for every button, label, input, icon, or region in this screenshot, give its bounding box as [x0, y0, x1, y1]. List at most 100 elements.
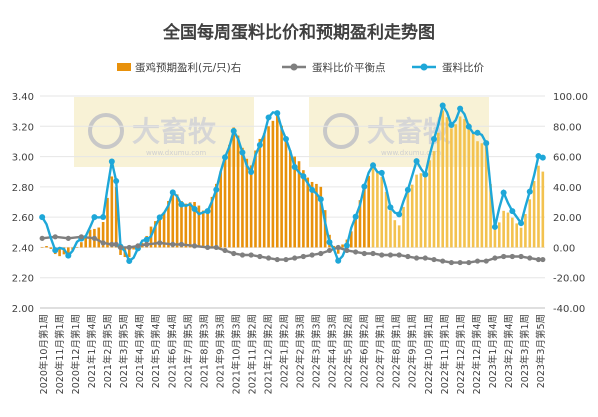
point-balance [405, 253, 411, 260]
point-egg-feed-ratio [222, 154, 229, 161]
bar-profit [506, 212, 510, 248]
legend-label-balance: 蛋料比价平衡点 [312, 61, 386, 74]
point-balance [387, 252, 394, 258]
bar-profit [206, 211, 209, 248]
point-balance [191, 243, 198, 249]
point-egg-feed-ratio [422, 171, 429, 178]
bar-profit [228, 144, 231, 248]
bar-profit [158, 218, 162, 248]
y-right-tick-label: 40.00 [553, 183, 582, 194]
bar-profit [289, 150, 292, 248]
bar-profit [376, 172, 379, 248]
bar-profit [402, 206, 405, 248]
bar-profit [332, 245, 336, 248]
y-right-tick-label: 60.00 [553, 153, 582, 164]
point-balance [474, 258, 481, 264]
point-egg-feed-ratio [191, 206, 198, 212]
point-balance [326, 247, 333, 254]
bar-profit [40, 247, 44, 248]
point-egg-feed-ratio [539, 154, 546, 161]
point-egg-feed-ratio [113, 178, 120, 185]
bar-profit [167, 200, 170, 248]
bar-profit [371, 167, 375, 248]
point-egg-feed-ratio [448, 122, 455, 129]
point-balance [170, 241, 176, 247]
point-balance [113, 241, 119, 247]
point-egg-feed-ratio [248, 168, 255, 175]
bar-profit [114, 187, 118, 248]
y-left-tick-label: 2.00 [12, 304, 34, 315]
bar-profit [275, 114, 279, 248]
point-balance [265, 255, 272, 261]
bar-profit [75, 247, 79, 248]
legend-marker-ratio [420, 63, 428, 71]
bar-profit [471, 132, 475, 248]
bar-profit [297, 161, 301, 248]
x-tick-label: 2022年10月第1周 [423, 314, 435, 394]
bar-profit [154, 221, 157, 248]
point-balance [239, 252, 246, 258]
bar-profit [180, 201, 183, 248]
bar-profit [354, 218, 357, 248]
point-balance [466, 259, 472, 266]
bar-profit [245, 158, 249, 248]
point-egg-feed-ratio [204, 208, 211, 215]
y-right-tick-label: 0.00 [553, 243, 575, 254]
point-egg-feed-ratio [291, 163, 298, 170]
bar-profit [336, 247, 340, 254]
point-balance [413, 255, 420, 261]
point-balance [78, 234, 84, 240]
x-tick-label: 2021年3月第5周 [118, 314, 130, 388]
bar-profit [254, 150, 257, 248]
point-egg-feed-ratio [343, 242, 350, 249]
x-tick-label: 2022年3月第3周 [311, 314, 323, 388]
bar-profit [393, 220, 397, 248]
bar-profit [541, 171, 545, 248]
bar-profit [232, 127, 236, 248]
bar-profit [49, 247, 53, 249]
bar-profit [463, 118, 466, 248]
bar-profit [423, 171, 427, 248]
bar-profit [480, 143, 484, 248]
point-egg-feed-ratio [378, 169, 385, 176]
bar-profit [397, 225, 401, 248]
point-balance [39, 235, 45, 241]
point-egg-feed-ratio [317, 196, 324, 203]
bar-profit [384, 191, 388, 248]
bar-profit [489, 184, 492, 248]
bar-profit [310, 181, 314, 248]
bar-profit [267, 126, 270, 248]
watermark-logo-icon [323, 113, 359, 149]
bar-profit [262, 133, 266, 248]
bar-profit [193, 202, 196, 248]
y-left-tick-label: 2.40 [12, 243, 34, 254]
bar-profit [484, 142, 488, 248]
bar-profit [201, 210, 205, 248]
bar-profit [132, 247, 135, 250]
bar-profit [410, 184, 414, 248]
x-tick-label: 2022年4月第3周 [327, 314, 339, 388]
legend-label-ratio: 蛋料比价 [442, 61, 484, 74]
bar-profit [358, 200, 362, 248]
point-egg-feed-ratio [65, 252, 72, 259]
x-tick-label: 2022年1月第2周 [279, 314, 291, 388]
watermark-url: www.dxumu.com [146, 149, 206, 157]
bar-profit [58, 247, 61, 257]
y-right-tick-label: 100.00 [553, 92, 588, 103]
point-egg-feed-ratio [100, 214, 107, 221]
bar-profit [119, 247, 122, 255]
bar-profit [467, 123, 471, 248]
point-balance [135, 243, 141, 249]
legend-label-bar: 蛋鸡预期盈利(元/只)右 [135, 61, 241, 74]
point-balance [91, 235, 98, 241]
point-balance [379, 252, 385, 258]
y-left-tick-label: 3.20 [12, 122, 34, 133]
bar-profit [66, 247, 70, 254]
bar-profit [106, 197, 109, 248]
point-balance [440, 258, 446, 264]
point-egg-feed-ratio [300, 173, 307, 180]
bar-profit [258, 138, 262, 248]
bar-profit [476, 141, 479, 248]
x-tick-label: 2022年7月第1周 [375, 314, 387, 388]
